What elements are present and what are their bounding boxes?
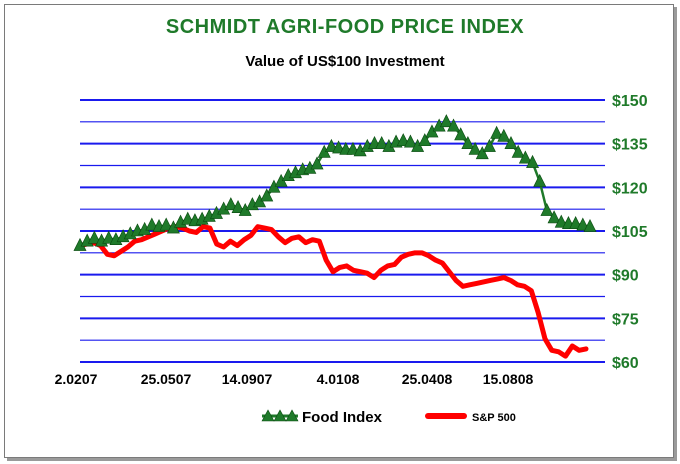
y-tick-label: $60	[612, 355, 639, 372]
data-point-food-index	[540, 202, 554, 216]
legend-food-label: Food Index	[302, 409, 383, 426]
data-point-food-index	[439, 114, 453, 128]
legend-food-marker	[273, 409, 287, 422]
data-point-food-index	[159, 217, 173, 231]
data-point-food-index	[87, 230, 101, 244]
data-point-food-index	[102, 230, 116, 244]
y-tick-label: $75	[612, 311, 639, 328]
chart-title: SCHMIDT AGRI-FOOD PRICE INDEX	[166, 16, 524, 38]
data-point-food-index	[490, 125, 504, 139]
chart-subtitle: Value of US$100 Investment	[245, 53, 444, 70]
y-tick-label: $90	[612, 268, 639, 285]
data-point-food-index	[332, 140, 346, 154]
data-point-food-index	[569, 216, 583, 230]
data-point-food-index	[310, 156, 324, 170]
x-tick-label: 4.0108	[317, 371, 360, 387]
plot-area	[73, 114, 597, 359]
data-point-food-index	[583, 218, 597, 232]
data-point-food-index	[346, 141, 360, 155]
legend-sp500-label: S&P 500	[472, 412, 516, 424]
data-point-food-index	[145, 217, 159, 231]
y-tick-label: $105	[612, 224, 648, 241]
data-point-food-index	[224, 197, 238, 211]
data-point-food-index	[454, 127, 468, 141]
x-tick-label: 15.0808	[483, 371, 534, 387]
data-point-food-index	[418, 133, 432, 147]
data-point-food-index	[468, 141, 482, 155]
legend-food-marker	[261, 409, 275, 422]
data-point-food-index	[497, 128, 511, 142]
data-point-food-index	[181, 211, 195, 225]
data-point-food-index	[482, 138, 496, 152]
data-point-food-index	[461, 135, 475, 149]
data-point-food-index	[260, 188, 274, 202]
data-point-food-index	[511, 144, 525, 158]
legend: Food Index S&P 500	[261, 409, 516, 426]
y-tick-label: $135	[612, 137, 648, 154]
data-point-food-index	[554, 214, 568, 228]
x-tick-label: 14.0907	[222, 371, 273, 387]
data-point-food-index	[526, 154, 540, 168]
data-point-food-index	[547, 210, 561, 224]
data-point-food-index	[375, 135, 389, 149]
data-point-food-index	[504, 135, 518, 149]
data-point-food-index	[518, 150, 532, 164]
data-point-food-index	[231, 200, 245, 214]
x-tick-label: 2.0207	[55, 371, 98, 387]
y-tick-label: $150	[612, 93, 648, 110]
x-tick-label: 25.0408	[402, 371, 453, 387]
legend-food-marker	[285, 409, 299, 422]
data-point-food-index	[396, 133, 410, 147]
data-point-food-index	[576, 217, 590, 231]
data-point-food-index	[475, 146, 489, 160]
x-tick-label: 25.0507	[141, 371, 192, 387]
y-axis: $60 $75 $90 $105 $120 $135 $150	[612, 93, 648, 372]
y-tick-label: $120	[612, 180, 648, 197]
data-point-food-index	[324, 138, 338, 152]
data-point-food-index	[447, 118, 461, 132]
series-line-sp500	[77, 224, 589, 359]
x-axis: 2.0207 25.0507 14.0907 4.0108 25.0408 15.0808	[55, 371, 534, 387]
grid	[80, 99, 605, 363]
data-point-food-index	[533, 173, 547, 187]
data-point-food-index	[403, 134, 417, 148]
